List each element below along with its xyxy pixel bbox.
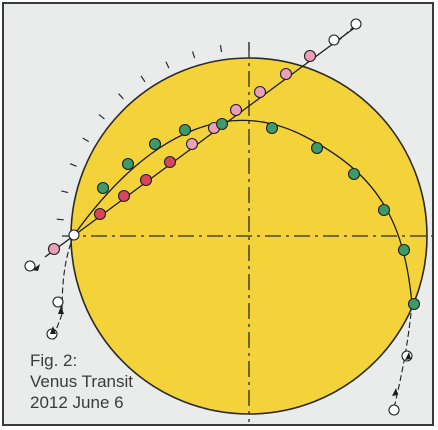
rim-tick — [219, 45, 223, 53]
transit-diagram — [24, 18, 432, 422]
venus-position-icon — [388, 404, 400, 416]
rim-tick — [61, 190, 69, 194]
venus-position-icon — [279, 67, 293, 81]
venus-position-icon — [96, 181, 110, 195]
venus-position-icon — [121, 157, 135, 171]
venus-position-icon — [397, 243, 411, 257]
rim-tick — [82, 137, 90, 143]
venus-position-icon — [347, 167, 361, 181]
venus-position-icon — [377, 203, 391, 217]
venus-position-icon — [328, 34, 340, 46]
arrowhead-icon — [405, 352, 411, 360]
arrowhead-icon — [32, 264, 40, 271]
caption-title: Venus Transit — [30, 372, 134, 391]
rim-tick — [56, 218, 64, 221]
venus-position-icon — [253, 85, 267, 99]
venus-positions — [24, 18, 421, 416]
rim-tick — [140, 75, 146, 83]
venus-position-icon — [303, 49, 317, 63]
venus-position-icon — [229, 103, 243, 117]
arrowhead-icon — [50, 326, 56, 334]
figure-caption: Fig. 2: Venus Transit 2012 June 6 — [30, 350, 133, 413]
venus-position-icon — [93, 207, 107, 221]
venus-position-icon — [117, 189, 131, 203]
caption-figure-number: Fig. 2: — [30, 351, 78, 370]
figure-frame: Fig. 2: Venus Transit 2012 June 6 — [2, 2, 434, 426]
rim-tick — [118, 93, 124, 100]
rim-tick — [165, 61, 170, 69]
arrowhead-icon — [392, 388, 398, 396]
venus-position-icon — [265, 121, 279, 135]
venus-position-icon — [68, 229, 80, 241]
venus-position-icon — [163, 155, 177, 169]
venus-position-icon — [310, 141, 324, 155]
exterior-path-bottom-left — [53, 313, 63, 341]
venus-position-icon — [47, 242, 61, 256]
curved-transit-path — [73, 119, 413, 305]
venus-position-icon — [350, 18, 362, 30]
venus-position-icon — [148, 137, 162, 151]
rim-tick — [98, 114, 105, 120]
rim-tick — [191, 51, 196, 59]
rim-tick — [69, 163, 77, 167]
caption-date: 2012 June 6 — [30, 393, 124, 412]
rim-ticks — [56, 43, 250, 221]
venus-position-icon — [215, 117, 229, 131]
direction-arrows — [32, 264, 411, 396]
venus-position-icon — [139, 173, 153, 187]
venus-position-icon — [407, 297, 421, 311]
venus-position-icon — [24, 260, 36, 272]
venus-position-icon — [178, 123, 192, 137]
venus-position-icon — [52, 296, 64, 308]
exterior-path-left — [61, 234, 75, 315]
venus-position-icon — [185, 137, 199, 151]
arrowhead-icon — [58, 306, 64, 314]
